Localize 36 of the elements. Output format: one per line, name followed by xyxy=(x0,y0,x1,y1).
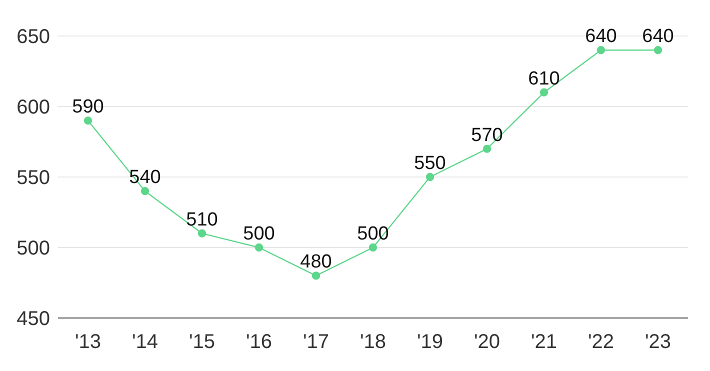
x-tick-label: '19 xyxy=(416,331,444,354)
y-tick-label: 450 xyxy=(16,308,50,330)
point xyxy=(426,172,434,182)
data-label: 500 xyxy=(243,224,275,244)
y-tick-label: 550 xyxy=(16,167,50,190)
x-tick-label: '15 xyxy=(188,331,216,354)
data-label: 480 xyxy=(300,252,332,273)
point xyxy=(368,243,378,252)
point xyxy=(482,144,492,153)
point xyxy=(596,46,606,54)
point xyxy=(198,229,206,238)
point xyxy=(540,88,548,96)
point xyxy=(312,272,320,280)
point xyxy=(654,46,662,54)
x-tick-label: '18 xyxy=(360,331,386,354)
data-label: 640 xyxy=(585,26,617,48)
x-tick-label: '23 xyxy=(644,331,672,354)
x-tick-label: '17 xyxy=(302,331,330,354)
y-tick-label: 500 xyxy=(16,238,50,260)
point xyxy=(254,243,264,252)
data-label: 550 xyxy=(414,153,446,174)
data-label: 610 xyxy=(528,68,560,90)
x-tick-label: '16 xyxy=(246,331,272,354)
y-tick-label: 650 xyxy=(16,26,50,48)
y-tick-label: 600 xyxy=(16,96,50,119)
x-tick-label: '13 xyxy=(74,331,102,354)
x-tick-label: '14 xyxy=(132,331,158,354)
x-tick-label: '22 xyxy=(588,331,614,354)
data-label: 510 xyxy=(186,209,218,230)
data-label: 640 xyxy=(642,26,674,48)
x-tick-label: '20 xyxy=(474,331,500,354)
data-label: 570 xyxy=(471,124,503,146)
point xyxy=(140,187,150,196)
point xyxy=(84,116,92,125)
x-tick-label: '21 xyxy=(530,331,558,354)
data-label: 590 xyxy=(72,96,104,118)
